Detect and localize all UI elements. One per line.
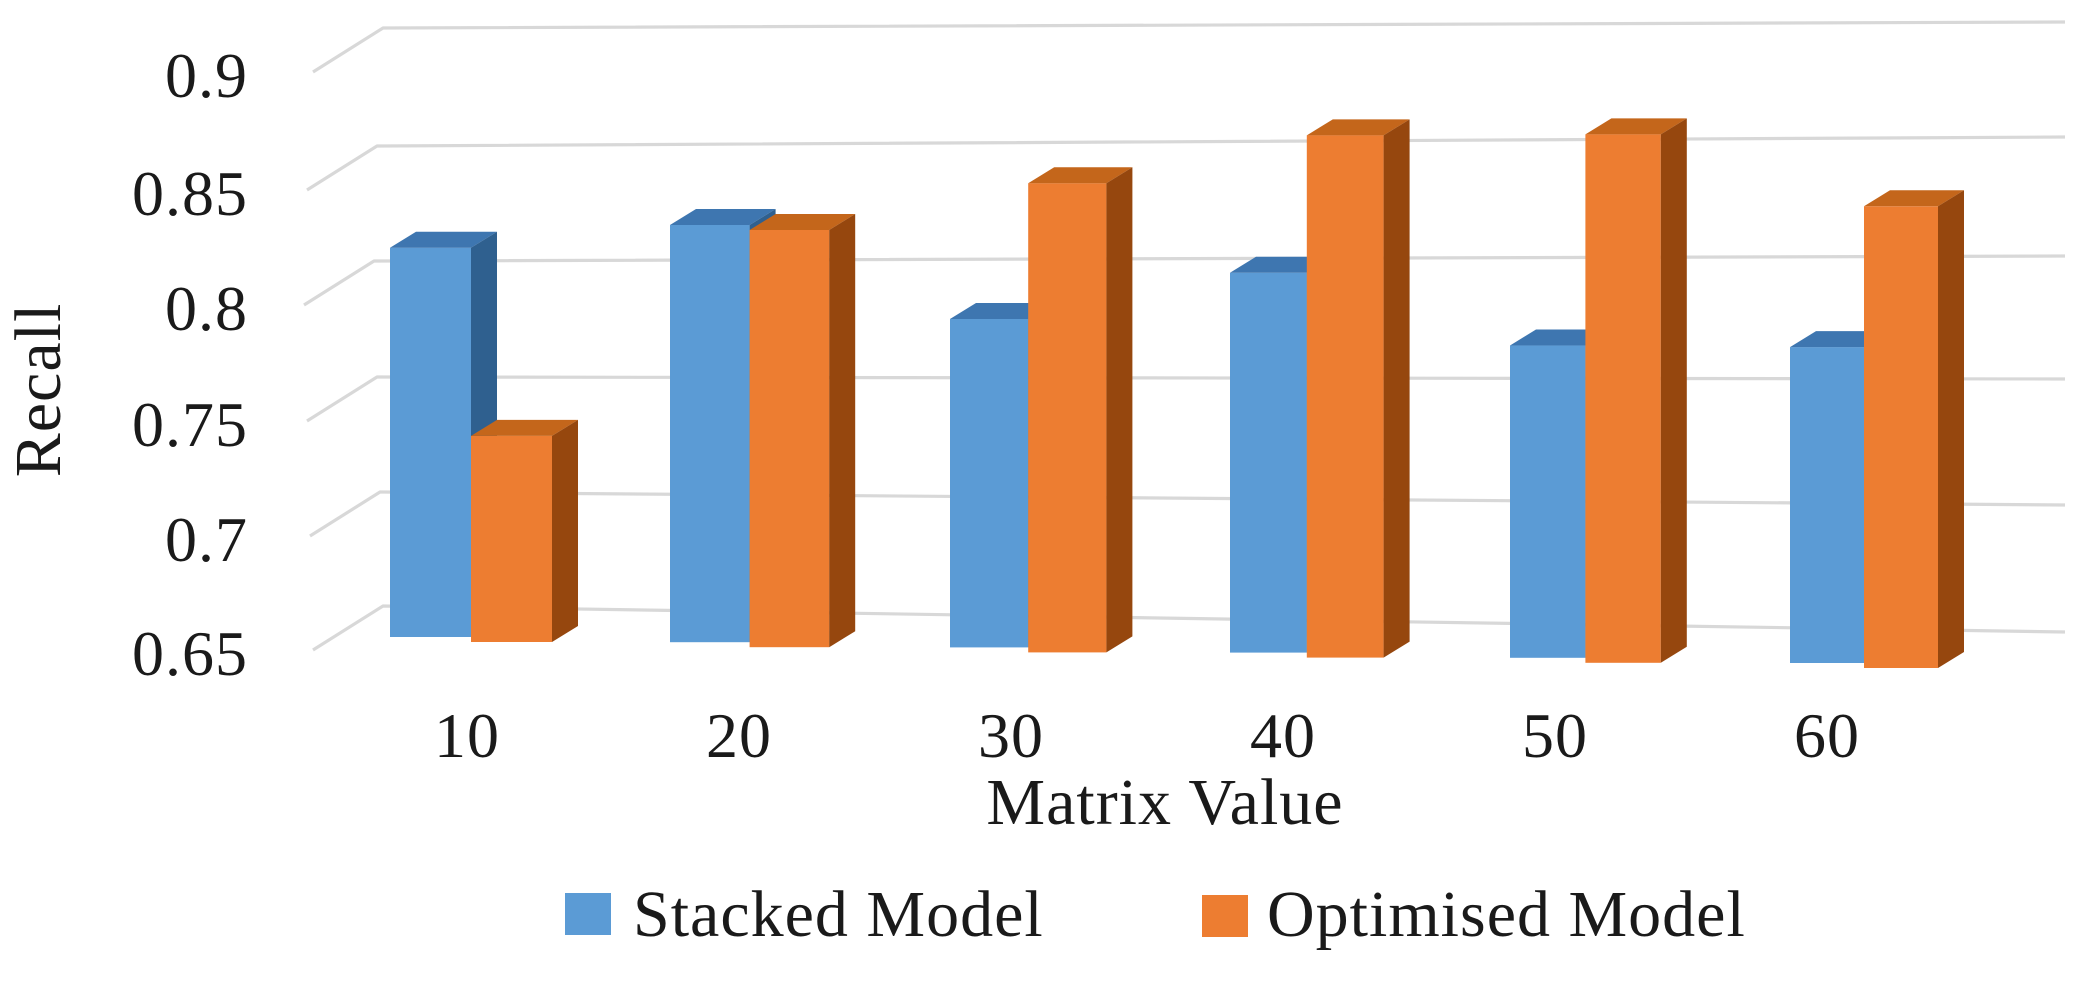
bar-side-face: [552, 419, 578, 642]
bar-front-face: [670, 224, 750, 643]
bar-side-face: [829, 213, 856, 648]
bar-side-face: [1383, 119, 1410, 658]
bar-group-60: [1790, 190, 1964, 669]
bar-front-face: [390, 247, 471, 637]
gridline-0.7: [309, 490, 2066, 538]
bar-top-face: [950, 302, 1055, 319]
ytick-label-0.65: 0.65: [132, 618, 248, 689]
bar-top-face: [1028, 167, 1133, 184]
xtick-label-30: 30: [978, 700, 1044, 771]
ytick-label-0.85: 0.85: [132, 158, 248, 229]
xtick-label-60: 60: [1794, 700, 1860, 771]
legend-label-stacked-model: Stacked Model: [633, 878, 1044, 951]
bar-front-face: [950, 318, 1029, 648]
bar-front-face: [1790, 347, 1864, 663]
bar-top-face: [1585, 118, 1687, 135]
bar-front-face: [1510, 345, 1586, 658]
bar-optimised-model-30: [1028, 167, 1133, 653]
y-axis-title: Recall: [2, 303, 75, 478]
bar-optimised-model-60: [1864, 190, 1964, 669]
ytick-label-0.8: 0.8: [165, 273, 248, 344]
xtick-label-40: 40: [1250, 700, 1316, 771]
xtick-label-20: 20: [706, 700, 772, 771]
bar-optimised-model-10: [471, 419, 578, 642]
bar-top-face: [471, 419, 578, 436]
gridline-0.8: [303, 254, 2066, 307]
gridlines: [303, 20, 2066, 652]
x-axis-tick-labels: 10 20 30 40 50 60: [434, 700, 1860, 771]
gridline-0.85: [306, 135, 2066, 192]
legend-item-stacked-model: Stacked Model: [565, 878, 1044, 951]
bar-group-10: [390, 231, 578, 642]
gridline-0.9: [312, 20, 2066, 74]
bars: [390, 118, 1964, 669]
bar-front-face: [1306, 135, 1384, 658]
bar-front-face: [1864, 206, 1938, 669]
legend-swatch-stacked-model: [565, 893, 611, 935]
bar-optimised-model-40: [1306, 119, 1410, 658]
bar-optimised-model-20: [749, 213, 856, 648]
bar-front-face: [1230, 272, 1307, 653]
xtick-label-10: 10: [434, 700, 500, 771]
legend-swatch-optimised-model: [1202, 895, 1248, 937]
bar-front-face: [749, 229, 830, 648]
xtick-label-50: 50: [1522, 700, 1588, 771]
bar-top-face: [749, 213, 856, 230]
legend: Stacked Model Optimised Model: [565, 878, 1746, 951]
bar-group-50: [1510, 118, 1687, 663]
bar-optimised-model-50: [1585, 118, 1687, 663]
bar-side-face: [1106, 167, 1133, 653]
ytick-label-0.75: 0.75: [132, 389, 248, 460]
gridline-0.75: [306, 375, 2066, 423]
legend-label-optimised-model: Optimised Model: [1267, 878, 1746, 951]
y-axis-tick-labels: 0.9 0.85 0.8 0.75 0.7 0.65: [132, 40, 248, 689]
bar-side-face: [1938, 190, 1964, 669]
bar-group-30: [950, 167, 1133, 653]
bar-front-face: [471, 435, 552, 642]
ytick-label-0.9: 0.9: [165, 40, 248, 111]
bar-top-face: [390, 231, 497, 248]
bar-group-40: [1230, 119, 1410, 658]
bar-top-face: [670, 208, 776, 225]
ytick-label-0.7: 0.7: [165, 504, 248, 575]
bar-side-face: [1660, 118, 1687, 663]
gridline-0.65: [312, 604, 2066, 652]
bar-top-face: [1306, 119, 1410, 136]
bar-top-face: [1864, 190, 1964, 207]
bar-front-face: [1585, 134, 1661, 663]
legend-item-optimised-model: Optimised Model: [1202, 878, 1746, 951]
bar-front-face: [1028, 183, 1107, 653]
x-axis-title: Matrix Value: [986, 766, 1343, 839]
bar-group-20: [670, 208, 856, 648]
